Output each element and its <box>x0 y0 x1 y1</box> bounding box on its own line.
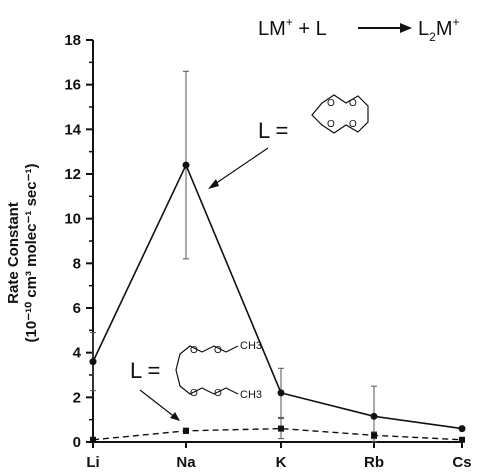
data-point-Na <box>183 427 189 434</box>
ligand-label-linear: L = <box>130 358 160 383</box>
y-tick-label: 8 <box>73 255 81 272</box>
data-point-K <box>277 389 285 397</box>
polyether-o-4: O <box>214 388 222 399</box>
y-tick-label: 16 <box>64 77 81 94</box>
crown-arrow-head <box>208 179 219 189</box>
y-tick-label: 18 <box>64 32 81 49</box>
x-tick-label: Na <box>176 454 196 471</box>
series-line-12-crown-4 <box>92 163 463 430</box>
linear-polyether-structure-icon <box>175 345 239 395</box>
series-line-triglyme <box>92 427 463 441</box>
data-point-Cs <box>458 425 466 433</box>
y-tick-label: 12 <box>64 166 81 183</box>
y-axis-label-line1: Rate Constant <box>5 202 22 304</box>
data-point-Li <box>90 436 96 443</box>
y-tick-label: 14 <box>64 121 81 138</box>
crown-o-3: O <box>327 119 335 130</box>
polyether-group-bottom: CH3 <box>240 389 262 401</box>
crown-arrow <box>211 147 269 187</box>
crown-o-1: O <box>327 98 335 109</box>
x-tick-label: Cs <box>452 454 471 471</box>
x-tick-label: Rb <box>364 454 384 471</box>
y-axis-label-line2: (10⁻¹⁰ cm³ molec⁻¹ sec⁻¹) <box>23 164 40 343</box>
polyether-o-2: O <box>214 345 222 356</box>
linear-arrow <box>139 389 177 419</box>
data-point-Li <box>89 358 97 366</box>
crown-ether-structure-icon <box>311 94 369 134</box>
x-tick-label: Li <box>86 454 99 471</box>
series-layer <box>89 70 466 443</box>
ticks-layer: 0 2 4 6 8 10 12 14 16 18 Li Na K Rb Cs <box>64 32 471 471</box>
title-arrow-head <box>400 23 412 33</box>
data-point-Rb <box>370 412 378 420</box>
data-point-Cs <box>459 436 465 443</box>
title-lhs: LM+ + L <box>258 15 327 40</box>
linear-arrow-head <box>170 412 180 421</box>
y-tick-label: 6 <box>73 300 81 317</box>
ligand-label-crown: L = <box>258 118 288 143</box>
polyether-group-top: CH3 <box>240 340 262 352</box>
data-point-K <box>278 425 284 432</box>
crown-o-4: O <box>349 119 357 130</box>
data-point-Na <box>182 161 190 169</box>
y-tick-label: 4 <box>73 345 82 362</box>
crown-ether-annotation: L = O O O O <box>208 94 369 189</box>
crown-o-2: O <box>349 98 357 109</box>
data-point-Rb <box>371 432 377 439</box>
y-tick-label: 10 <box>64 211 81 228</box>
polyether-o-3: O <box>190 388 198 399</box>
x-tick-label: K <box>276 454 287 471</box>
y-tick-label: 0 <box>73 434 81 451</box>
polyether-annotation: L = O O O O CH3 CH3 <box>130 340 262 421</box>
polyether-o-1: O <box>190 345 198 356</box>
y-tick-label: 2 <box>73 389 81 406</box>
chart-title: LM+ + L L2M+ <box>258 15 460 44</box>
title-rhs: L2M+ <box>418 15 460 44</box>
